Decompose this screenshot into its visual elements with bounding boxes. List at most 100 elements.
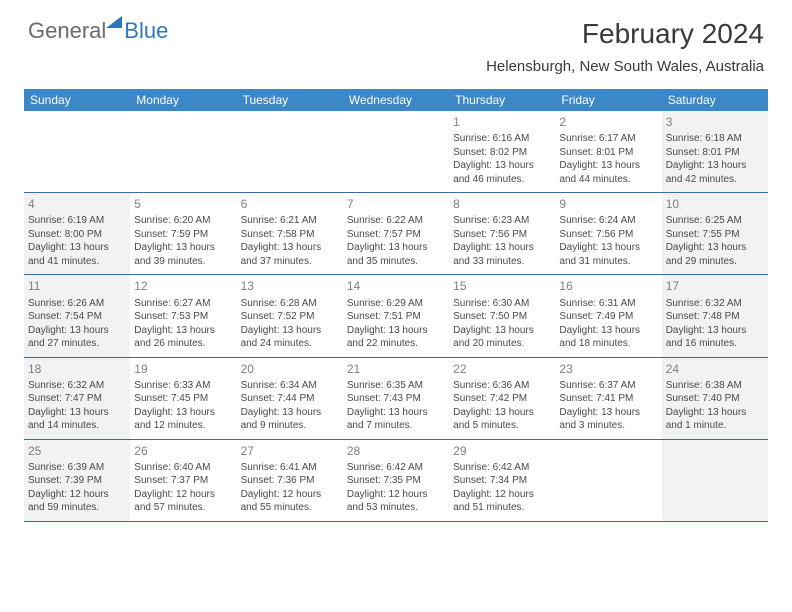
- day-number: 17: [666, 278, 764, 294]
- day-number: 14: [347, 278, 445, 294]
- day-day2: and 27 minutes.: [28, 337, 126, 351]
- day-sunset: Sunset: 7:40 PM: [666, 392, 764, 406]
- day-sunset: Sunset: 8:00 PM: [28, 228, 126, 242]
- day-cell: 10Sunrise: 6:25 AMSunset: 7:55 PMDayligh…: [662, 193, 768, 274]
- day-number: 10: [666, 196, 764, 212]
- day-sunset: Sunset: 7:42 PM: [453, 392, 551, 406]
- day-day1: Daylight: 13 hours: [134, 241, 232, 255]
- week-row: 4 Sunrise: 6:19 AMSunset: 8:00 PM Daylight…: [24, 193, 768, 275]
- day-cell: 28Sunrise: 6:42 AMSunset: 7:35 PMDayligh…: [343, 440, 449, 521]
- day-day1: Daylight: 13 hours: [559, 406, 657, 420]
- dow-cell: Monday: [130, 89, 236, 111]
- day-sunset: Sunset: 7:53 PM: [134, 310, 232, 324]
- day-sunrise: Sunrise: 6:32 AM: [666, 297, 764, 311]
- day-day2: and 59 minutes.: [28, 501, 126, 515]
- day-cell: 19Sunrise: 6:33 AMSunset: 7:45 PMDayligh…: [130, 358, 236, 439]
- day-number: 12: [134, 278, 232, 294]
- day-number: 4: [28, 196, 126, 212]
- day-day1: Daylight: 12 hours: [134, 488, 232, 502]
- day-sunrise: Sunrise: 6:26 AM: [28, 297, 126, 311]
- day-cell: 14Sunrise: 6:29 AMSunset: 7:51 PMDayligh…: [343, 275, 449, 356]
- day-number: 29: [453, 443, 551, 459]
- day-sunset: Sunset: 7:57 PM: [347, 228, 445, 242]
- day-day1: Daylight: 13 hours: [666, 159, 764, 173]
- day-day1: Daylight: 13 hours: [241, 324, 339, 338]
- day-day2: and 33 minutes.: [453, 255, 551, 269]
- day-day1: Daylight: 13 hours: [347, 241, 445, 255]
- day-sunrise: Sunrise: 6:38 AM: [666, 379, 764, 393]
- day-day2: and 55 minutes.: [241, 501, 339, 515]
- day-number: 2: [559, 114, 657, 130]
- day-day2: and 35 minutes.: [347, 255, 445, 269]
- day-cell: 25Sunrise: 6:39 AMSunset: 7:39 PMDayligh…: [24, 440, 130, 521]
- day-day2: and 57 minutes.: [134, 501, 232, 515]
- day-day1: Daylight: 13 hours: [666, 324, 764, 338]
- day-cell: 7Sunrise: 6:22 AMSunset: 7:57 PMDaylight…: [343, 193, 449, 274]
- day-day2: and 39 minutes.: [134, 255, 232, 269]
- day-sunrise: Sunrise: 6:27 AM: [134, 297, 232, 311]
- day-number: 21: [347, 361, 445, 377]
- day-sunrise: Sunrise: 6:39 AM: [28, 461, 126, 475]
- logo-text-blue: Blue: [124, 18, 168, 44]
- day-cell: 23Sunrise: 6:37 AMSunset: 7:41 PMDayligh…: [555, 358, 661, 439]
- day-day1: Daylight: 13 hours: [453, 406, 551, 420]
- day-sunrise: Sunrise: 6:41 AM: [241, 461, 339, 475]
- header: General Blue February 2024 Helensburgh, …: [0, 0, 792, 81]
- dow-cell: Friday: [555, 89, 661, 111]
- week-row: 11Sunrise: 6:26 AMSunset: 7:54 PMDayligh…: [24, 275, 768, 357]
- day-cell: 24 Sunrise: 6:38 AMSunset: 7:40 PMDayligh…: [662, 358, 768, 439]
- month-title: February 2024: [486, 18, 764, 50]
- day-of-week-row: SundayMondayTuesdayWednesdayThursdayFrid…: [24, 89, 768, 111]
- day-day1: Daylight: 13 hours: [28, 406, 126, 420]
- day-number: 11: [28, 278, 126, 294]
- day-sunset: Sunset: 7:41 PM: [559, 392, 657, 406]
- day-sunrise: Sunrise: 6:19 AM: [28, 214, 126, 228]
- day-day2: and 9 minutes.: [241, 419, 339, 433]
- day-number: 25: [28, 443, 126, 459]
- day-day1: Daylight: 13 hours: [347, 324, 445, 338]
- day-number: 24: [666, 361, 764, 377]
- day-cell-empty: [662, 440, 768, 521]
- day-day2: and 1 minute.: [666, 419, 764, 433]
- day-day1: Daylight: 13 hours: [347, 406, 445, 420]
- day-sunrise: Sunrise: 6:24 AM: [559, 214, 657, 228]
- day-sunset: Sunset: 7:47 PM: [28, 392, 126, 406]
- day-sunset: Sunset: 7:55 PM: [666, 228, 764, 242]
- day-day1: Daylight: 13 hours: [453, 241, 551, 255]
- day-sunset: Sunset: 7:48 PM: [666, 310, 764, 324]
- day-cell: 3Sunrise: 6:18 AMSunset: 8:01 PMDaylight…: [662, 111, 768, 192]
- day-day1: Daylight: 13 hours: [666, 406, 764, 420]
- day-cell: 5Sunrise: 6:20 AMSunset: 7:59 PMDaylight…: [130, 193, 236, 274]
- day-day2: and 51 minutes.: [453, 501, 551, 515]
- day-cell: 4Sunrise: 6:19 AMSunset: 8:00 PMDaylight…: [24, 193, 130, 274]
- day-sunrise: Sunrise: 6:33 AM: [134, 379, 232, 393]
- day-day2: and 41 minutes.: [28, 255, 126, 269]
- day-cell: 11Sunrise: 6:26 AMSunset: 7:54 PMDayligh…: [24, 275, 130, 356]
- day-sunset: Sunset: 8:01 PM: [666, 146, 764, 160]
- day-sunrise: Sunrise: 6:16 AM: [453, 132, 551, 146]
- day-sunrise: Sunrise: 6:30 AM: [453, 297, 551, 311]
- week-row: 25Sunrise: 6:39 AMSunset: 7:39 PMDayligh…: [24, 440, 768, 522]
- day-cell: 29Sunrise: 6:42 AMSunset: 7:34 PMDayligh…: [449, 440, 555, 521]
- dow-cell: Saturday: [662, 89, 768, 111]
- day-day1: Daylight: 13 hours: [134, 324, 232, 338]
- day-cell: 18Sunrise: 6:32 AMSunset: 7:47 PMDayligh…: [24, 358, 130, 439]
- day-sunset: Sunset: 7:37 PM: [134, 474, 232, 488]
- day-number: 27: [241, 443, 339, 459]
- day-sunrise: Sunrise: 6:17 AM: [559, 132, 657, 146]
- day-sunset: Sunset: 7:58 PM: [241, 228, 339, 242]
- day-number: 5: [134, 196, 232, 212]
- calendar: SundayMondayTuesdayWednesdayThursdayFrid…: [24, 89, 768, 522]
- day-sunset: Sunset: 7:49 PM: [559, 310, 657, 324]
- day-day1: Daylight: 12 hours: [241, 488, 339, 502]
- day-day2: and 42 minutes.: [666, 173, 764, 187]
- day-number: 20: [241, 361, 339, 377]
- weeks-container: 1Sunrise: 6:16 AMSunset: 8:02 PMDaylight…: [24, 111, 768, 522]
- dow-cell: Wednesday: [343, 89, 449, 111]
- day-cell-empty: [130, 111, 236, 192]
- day-sunrise: Sunrise: 6:20 AM: [134, 214, 232, 228]
- day-cell: 21Sunrise: 6:35 AMSunset: 7:43 PMDayligh…: [343, 358, 449, 439]
- dow-cell: Thursday: [449, 89, 555, 111]
- day-sunrise: Sunrise: 6:37 AM: [559, 379, 657, 393]
- day-cell: 26Sunrise: 6:40 AMSunset: 7:37 PMDayligh…: [130, 440, 236, 521]
